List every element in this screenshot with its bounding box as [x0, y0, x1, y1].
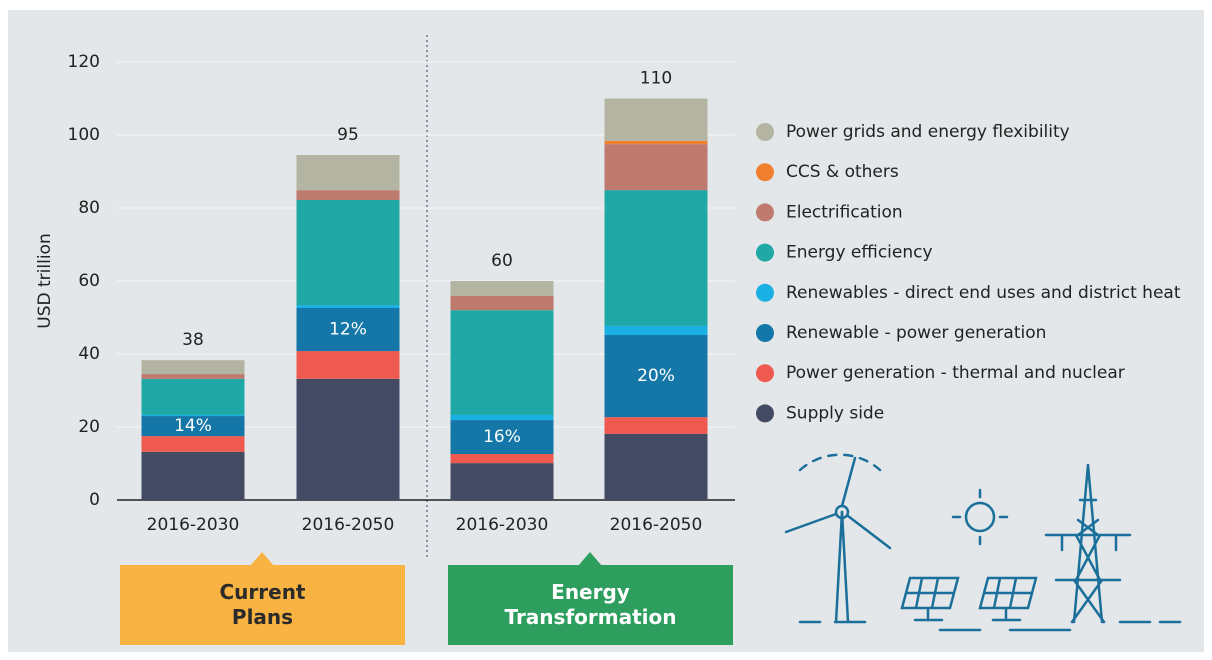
- y-tick-label: 100: [68, 125, 100, 145]
- bar-segment: [141, 360, 245, 375]
- legend-label: Electrification: [786, 202, 903, 222]
- bar-segment: [450, 281, 554, 296]
- bar-segment: [141, 416, 245, 437]
- legend-label: CCS & others: [786, 162, 899, 182]
- legend-label: Power generation - thermal and nuclear: [786, 363, 1125, 383]
- x-tick-label: 2016-2030: [147, 515, 240, 535]
- group-box: Current Plans: [120, 565, 405, 645]
- share-label: 20%: [637, 366, 675, 386]
- bar-segment: [141, 378, 245, 415]
- legend-marker: [756, 163, 774, 182]
- share-label: 12%: [329, 320, 367, 340]
- group-box: Energy Transformation: [448, 565, 733, 645]
- y-tick-label: 0: [89, 490, 100, 510]
- y-tick-label: 20: [78, 417, 100, 437]
- bar-segment: [604, 335, 708, 418]
- bar-segment: [296, 351, 400, 379]
- bar-segment: [604, 325, 708, 336]
- legend-marker: [756, 123, 774, 141]
- bar-segment: [604, 140, 708, 145]
- legend-marker: [756, 243, 774, 262]
- y-tick-label: 80: [78, 198, 100, 218]
- y-tick-label: 40: [78, 344, 100, 364]
- total-label: 60: [491, 251, 513, 271]
- share-label: 16%: [483, 427, 521, 447]
- bar-segment: [141, 414, 245, 417]
- legend-marker: [756, 203, 774, 222]
- y-tick-label: 60: [78, 271, 100, 291]
- legend-label: Power grids and energy flexibility: [786, 122, 1070, 142]
- x-tick-label: 2016-2030: [456, 515, 549, 535]
- bar-segment: [604, 190, 708, 326]
- bar-segment: [141, 374, 245, 379]
- legend-marker: [756, 404, 774, 423]
- bar-segment: [604, 417, 708, 434]
- legend-marker: [756, 364, 774, 383]
- total-label: 38: [182, 330, 204, 350]
- legend-label: Energy efficiency: [786, 243, 933, 263]
- share-label: 14%: [174, 416, 212, 436]
- bar-segment: [450, 463, 554, 500]
- bar-segment: [141, 451, 245, 500]
- y-tick-label: 120: [68, 52, 100, 72]
- legend-label: Supply side: [786, 403, 884, 423]
- bar-segment: [450, 420, 554, 455]
- energy-icons: [784, 453, 1182, 632]
- bar-segment: [296, 305, 400, 309]
- bar-segment: [450, 310, 554, 415]
- bar-segment: [296, 155, 400, 191]
- bar-segment: [141, 436, 245, 452]
- legend-marker: [756, 283, 774, 302]
- group-label: Current Plans: [219, 580, 306, 629]
- bar-segment: [450, 295, 554, 311]
- group-label: Energy Transformation: [504, 580, 677, 629]
- bar-segment: [604, 98, 708, 141]
- legend-label: Renewable - power generation: [786, 323, 1046, 343]
- bar-segment: [296, 190, 400, 200]
- total-label: 95: [337, 125, 359, 145]
- x-tick-label: 2016-2050: [610, 515, 703, 535]
- group-pointer: [578, 552, 602, 566]
- bar-segment: [450, 454, 554, 464]
- bar-segment: [296, 199, 400, 306]
- legend-marker: [756, 324, 774, 342]
- bar-segment: [604, 433, 708, 500]
- total-label: 110: [640, 69, 672, 89]
- bar-segment: [296, 378, 400, 500]
- x-tick-label: 2016-2050: [302, 515, 395, 535]
- bar-segment: [450, 414, 554, 421]
- group-pointer: [250, 552, 274, 566]
- bar-segment: [296, 308, 400, 352]
- y-axis-label: USD trillion: [35, 233, 55, 328]
- bar-segment: [604, 144, 708, 191]
- legend-label: Renewables - direct end uses and distric…: [786, 283, 1181, 303]
